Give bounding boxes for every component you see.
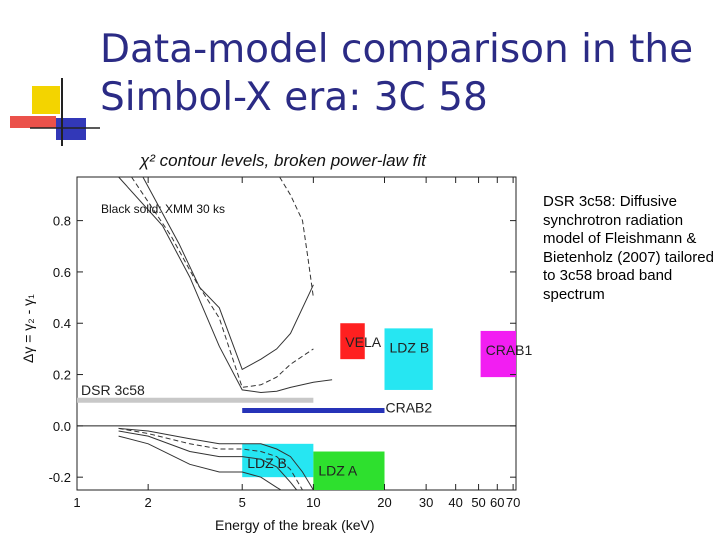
y-tick-label-4: 0.6 <box>53 265 71 280</box>
contour-upper-1 <box>131 176 314 388</box>
x-tick-label-7: 50 <box>471 495 485 510</box>
source-box-label-4: LDZ A <box>318 463 358 479</box>
contour-annotation: Black solid: XMM 30 ks <box>101 202 225 216</box>
x-axis-label: Energy of the break (keV) <box>215 517 375 533</box>
contour-lower-2 <box>118 435 282 491</box>
x-tick-label-8: 60 <box>490 495 504 510</box>
y-tick-label-3: 0.4 <box>53 316 71 331</box>
source-box-ldz-b-1 <box>384 328 433 390</box>
y-tick-label-2: 0.2 <box>53 368 71 383</box>
logo-red-bar <box>10 116 56 128</box>
plot-frame <box>76 176 517 491</box>
model-band-label-0: DSR 3c58 <box>81 382 145 398</box>
model-band-label-1: CRAB2 <box>386 399 433 415</box>
slide-title: Data-model comparison in the Simbol-X er… <box>100 26 710 122</box>
source-box-label-1: LDZ B <box>390 339 430 355</box>
contour-lower-0 <box>118 427 314 491</box>
x-tick-label-0: 1 <box>73 495 80 510</box>
x-tick-label-4: 20 <box>377 495 391 510</box>
x-tick-label-5: 30 <box>419 495 433 510</box>
model-bands: DSR 3c58 CRAB2 <box>77 382 432 415</box>
x-tick-label-1: 2 <box>145 495 152 510</box>
x-tick-label-2: 5 <box>239 495 246 510</box>
logo-blue-square <box>56 118 86 140</box>
logo-yellow-square <box>32 86 60 114</box>
source-boxes: VELA LDZ B CRAB1 LDZ B LDZ A <box>242 323 532 490</box>
source-box-label-3: LDZ B <box>247 455 287 471</box>
source-box-ldz-a-4 <box>313 451 385 490</box>
contour-upper-3 <box>279 176 314 298</box>
y-ticks: -0.2 0.0 0.2 0.4 0.6 0.8 <box>49 214 516 485</box>
source-box-crab1-2 <box>480 330 516 378</box>
contour-lower-3 <box>118 427 303 491</box>
x-tick-label-3: 10 <box>306 495 320 510</box>
source-box-label-2: CRAB1 <box>486 342 533 358</box>
y-tick-label-1: 0.0 <box>53 419 71 434</box>
slide-title-line-2: Simbol-X era: 3C 58 <box>100 75 488 120</box>
y-axis-label: Δγ = γ₂ - γ₁ <box>20 294 36 363</box>
contours <box>118 176 333 491</box>
x-tick-label-6: 40 <box>448 495 462 510</box>
slide-logo <box>10 78 100 146</box>
y-tick-label-5: 0.8 <box>53 214 71 229</box>
contour-upper-0 <box>118 176 333 394</box>
x-ticks: 1 2 5 10 20 30 40 50 60 70 <box>73 177 520 510</box>
chart-title: χ² contour levels, broken power-law fit <box>138 151 427 170</box>
contour-lower-1 <box>118 430 298 491</box>
source-box-label-0: VELA <box>345 334 381 350</box>
x-tick-label-9: 70 <box>506 495 520 510</box>
source-box-vela-0 <box>340 323 365 360</box>
contour-upper-2 <box>142 176 314 371</box>
model-description: DSR 3c58: Diffusive synchrotron radiatio… <box>543 193 714 303</box>
slide-title-line-1: Data-model comparison in the <box>100 27 694 72</box>
y-tick-label-0: -0.2 <box>49 470 71 485</box>
